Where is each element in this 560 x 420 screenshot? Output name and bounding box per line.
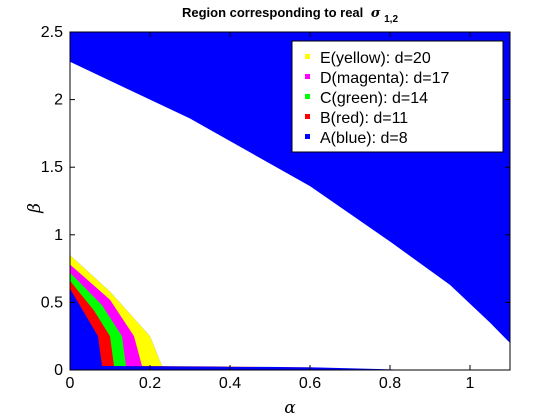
x-tick-label-0: 0 [66,375,75,392]
y-tick-label-3: 1.5 [41,159,63,176]
legend-entries: E(yellow): d=20 D(magenta): d=17 C(green):… [305,50,450,147]
legend-marker-1 [305,74,310,79]
legend-marker-0 [305,54,310,59]
white-region [70,61,510,370]
legend-label-2: C(green): d=14 [320,90,428,107]
y-tick-label-2: 1 [54,227,63,244]
chart-title: Region corresponding to real σ 1,2 [182,5,398,25]
x-tick-label-1: 0.2 [139,375,161,392]
y-tick-label-5: 2.5 [41,24,63,41]
legend: E(yellow): d=20 D(magenta): d=17 C(green):… [291,40,504,153]
legend-label-3: B(red): d=11 [320,110,408,127]
x-axis-label: α [284,398,296,418]
axes-layer [69,31,511,371]
legend-label-0: E(yellow): d=20 [320,50,431,67]
legend-label-4: A(blue): d=8 [320,130,408,147]
x-axis-ticks: 0 0.2 0.4 0.6 0.8 1 [66,32,475,392]
chart-title-subscript: 1,2 [384,14,398,25]
x-tick-label-4: 0.8 [379,375,401,392]
y-axis-ticks: 0 0.5 1 1.5 2 2.5 [41,24,510,379]
lower-band-3 [70,280,486,370]
y-tick-label-4: 2 [54,92,63,109]
axes-box [69,31,511,371]
y-axis-label: β [25,203,45,214]
x-tick-label-5: 1 [466,375,475,392]
chart-title-text: Region corresponding to real [182,5,363,20]
y-tick-label-1: 0.5 [41,294,63,311]
y-tick-label-0: 0 [54,362,63,379]
chart-title-symbol: σ [371,6,381,21]
x-tick-label-3: 0.6 [299,375,321,392]
legend-marker-4 [305,134,310,139]
x-tick-label-2: 0.4 [219,375,241,392]
legend-label-1: D(magenta): d=17 [320,70,450,87]
legend-box [291,40,504,153]
legend-marker-2 [305,94,310,99]
legend-marker-3 [305,114,310,119]
